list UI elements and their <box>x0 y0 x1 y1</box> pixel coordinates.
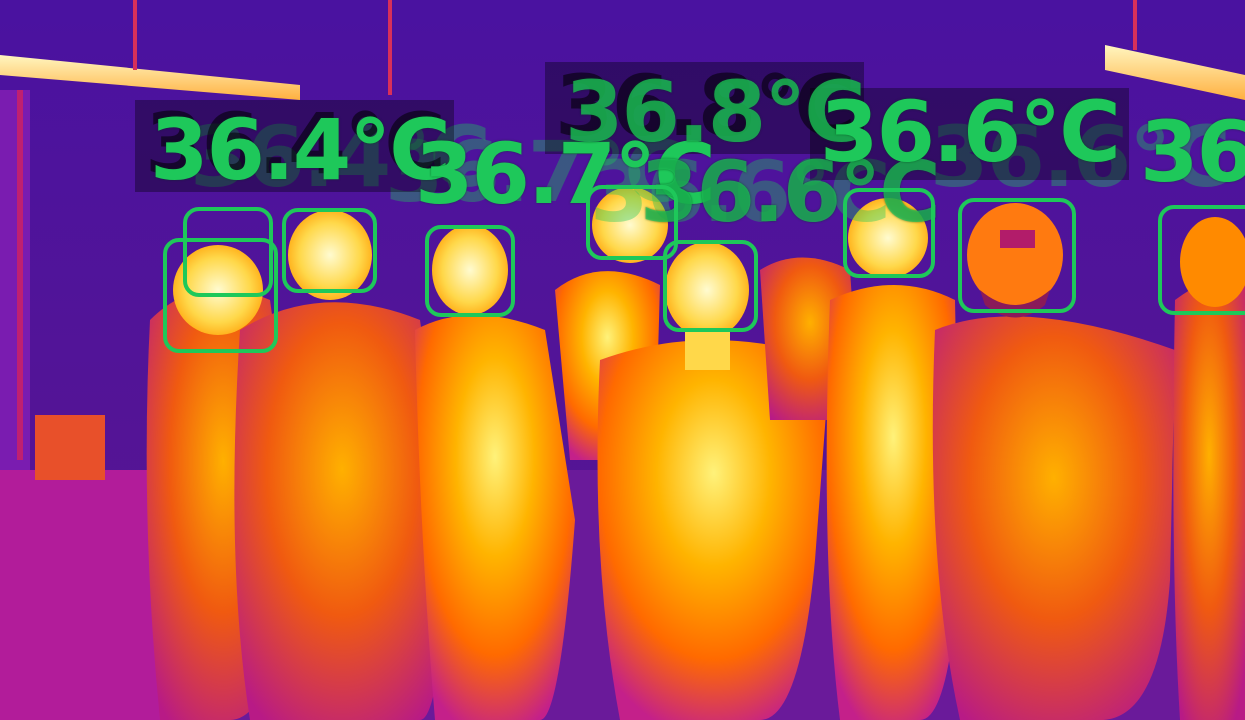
temperature-reading: 36.6°C <box>820 83 1121 181</box>
left-door <box>0 90 30 490</box>
person-5 <box>597 242 830 720</box>
ceiling-lamp-left <box>0 55 300 100</box>
face-detection-box <box>425 225 515 317</box>
temperature-reading: 36.6°C <box>640 143 941 241</box>
person-3 <box>415 225 575 720</box>
face-detection-box <box>586 185 678 260</box>
temperature-reading: 36 <box>1140 103 1245 201</box>
temperature-plate: 36.4°C <box>135 100 454 192</box>
face-detection-box <box>843 188 935 278</box>
face-detection-box <box>1158 205 1245 315</box>
temperature-reading: 36.7°C <box>415 125 716 223</box>
ceiling-lamp-right <box>1105 45 1245 100</box>
person-8 <box>932 203 1175 720</box>
person-9 <box>1173 217 1245 720</box>
face-detection-box <box>282 208 377 293</box>
temperature-plate: 36.6°C <box>810 88 1129 180</box>
temperature-plate: 36.8°C <box>545 62 864 154</box>
face-detection-box <box>183 207 273 297</box>
person-7 <box>826 198 960 720</box>
person-2 <box>234 210 450 720</box>
face-detection-box <box>663 240 758 332</box>
temperature-reading-ghost: 36.7°C <box>385 123 686 221</box>
temperature-reading-ghost: 36.4°C <box>190 108 491 206</box>
temperature-reading-ghost: 36.6°C <box>930 108 1231 206</box>
face-detection-box <box>163 238 278 353</box>
temperature-reading: 36.8°C <box>565 63 866 161</box>
face-detection-box <box>958 198 1076 313</box>
monitor <box>35 415 105 480</box>
temperature-reading: 36.4°C <box>150 101 451 199</box>
temperature-reading-ghost: 36.6°C <box>590 143 891 241</box>
